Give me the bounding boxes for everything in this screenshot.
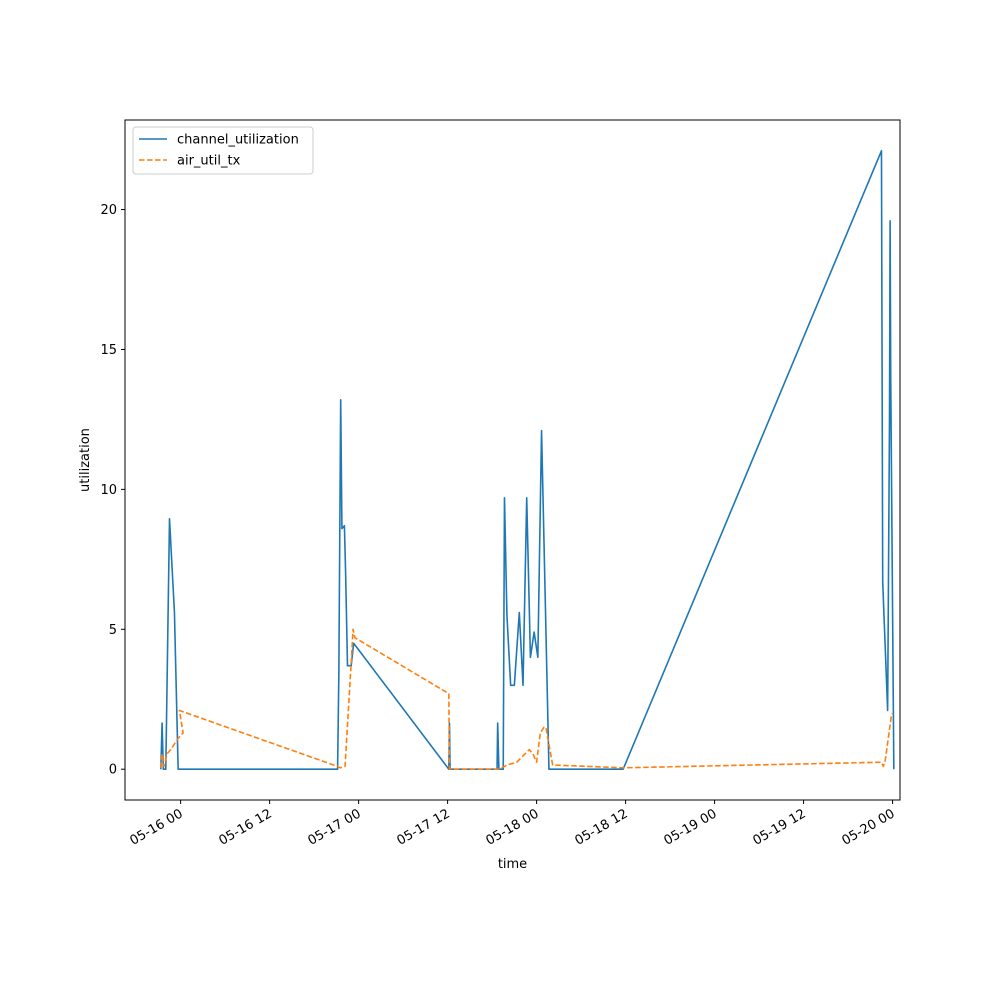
legend-box — [132, 126, 314, 175]
x-axis-title: time — [498, 857, 527, 872]
y-tick-label: 0 — [109, 763, 117, 778]
y-tick-label: 10 — [100, 483, 117, 498]
legend-label: air_util_tx — [177, 154, 241, 169]
y-tick-label: 20 — [100, 203, 117, 218]
y-tick-label: 15 — [100, 343, 117, 358]
legend-label: channel_utilization — [177, 133, 299, 148]
plot-frame — [124, 119, 901, 801]
y-axis: 0 5 10 15 20 — [100, 203, 125, 778]
y-tick-label: 5 — [109, 623, 117, 638]
series-line-air-util-tx — [160, 628, 894, 771]
series-layer — [160, 149, 895, 771]
legend: channel_utilization air_util_tx — [132, 126, 314, 175]
y-axis-title: utilization — [78, 428, 93, 492]
